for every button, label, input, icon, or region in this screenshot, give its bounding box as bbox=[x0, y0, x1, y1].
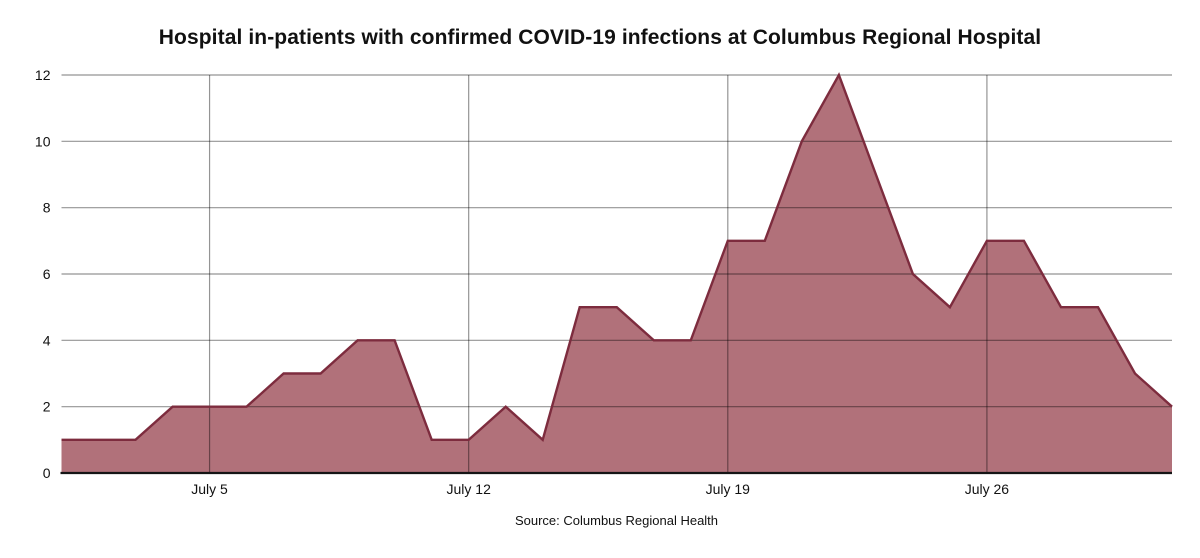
area-outline bbox=[61, 72, 1173, 442]
chart-title: Hospital in-patients with confirmed COVI… bbox=[158, 26, 1042, 49]
y-tick-label: 2 bbox=[43, 399, 51, 415]
x-tick-label: July 12 bbox=[447, 481, 492, 497]
x-tick-label: July 26 bbox=[965, 481, 1010, 497]
area-fill bbox=[61, 75, 1172, 473]
y-tick-label: 0 bbox=[43, 465, 51, 481]
x-tick-label: July 19 bbox=[706, 481, 751, 497]
y-tick-label: 10 bbox=[35, 133, 51, 149]
x-tick-label: July 5 bbox=[191, 481, 228, 497]
y-tick-label: 12 bbox=[35, 67, 51, 83]
source-note: Source: Columbus Regional Health bbox=[514, 513, 719, 528]
y-tick-label: 8 bbox=[43, 200, 51, 216]
y-tick-label: 6 bbox=[43, 266, 51, 282]
y-tick-label: 4 bbox=[43, 332, 51, 348]
